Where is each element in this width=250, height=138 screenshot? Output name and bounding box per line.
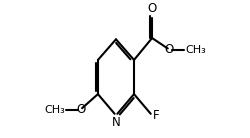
Text: CH₃: CH₃ xyxy=(185,45,206,55)
Text: F: F xyxy=(153,109,160,122)
Text: N: N xyxy=(112,116,120,129)
Text: O: O xyxy=(76,103,85,116)
Text: CH₃: CH₃ xyxy=(44,105,65,115)
Text: O: O xyxy=(148,2,157,15)
Text: O: O xyxy=(165,43,174,56)
